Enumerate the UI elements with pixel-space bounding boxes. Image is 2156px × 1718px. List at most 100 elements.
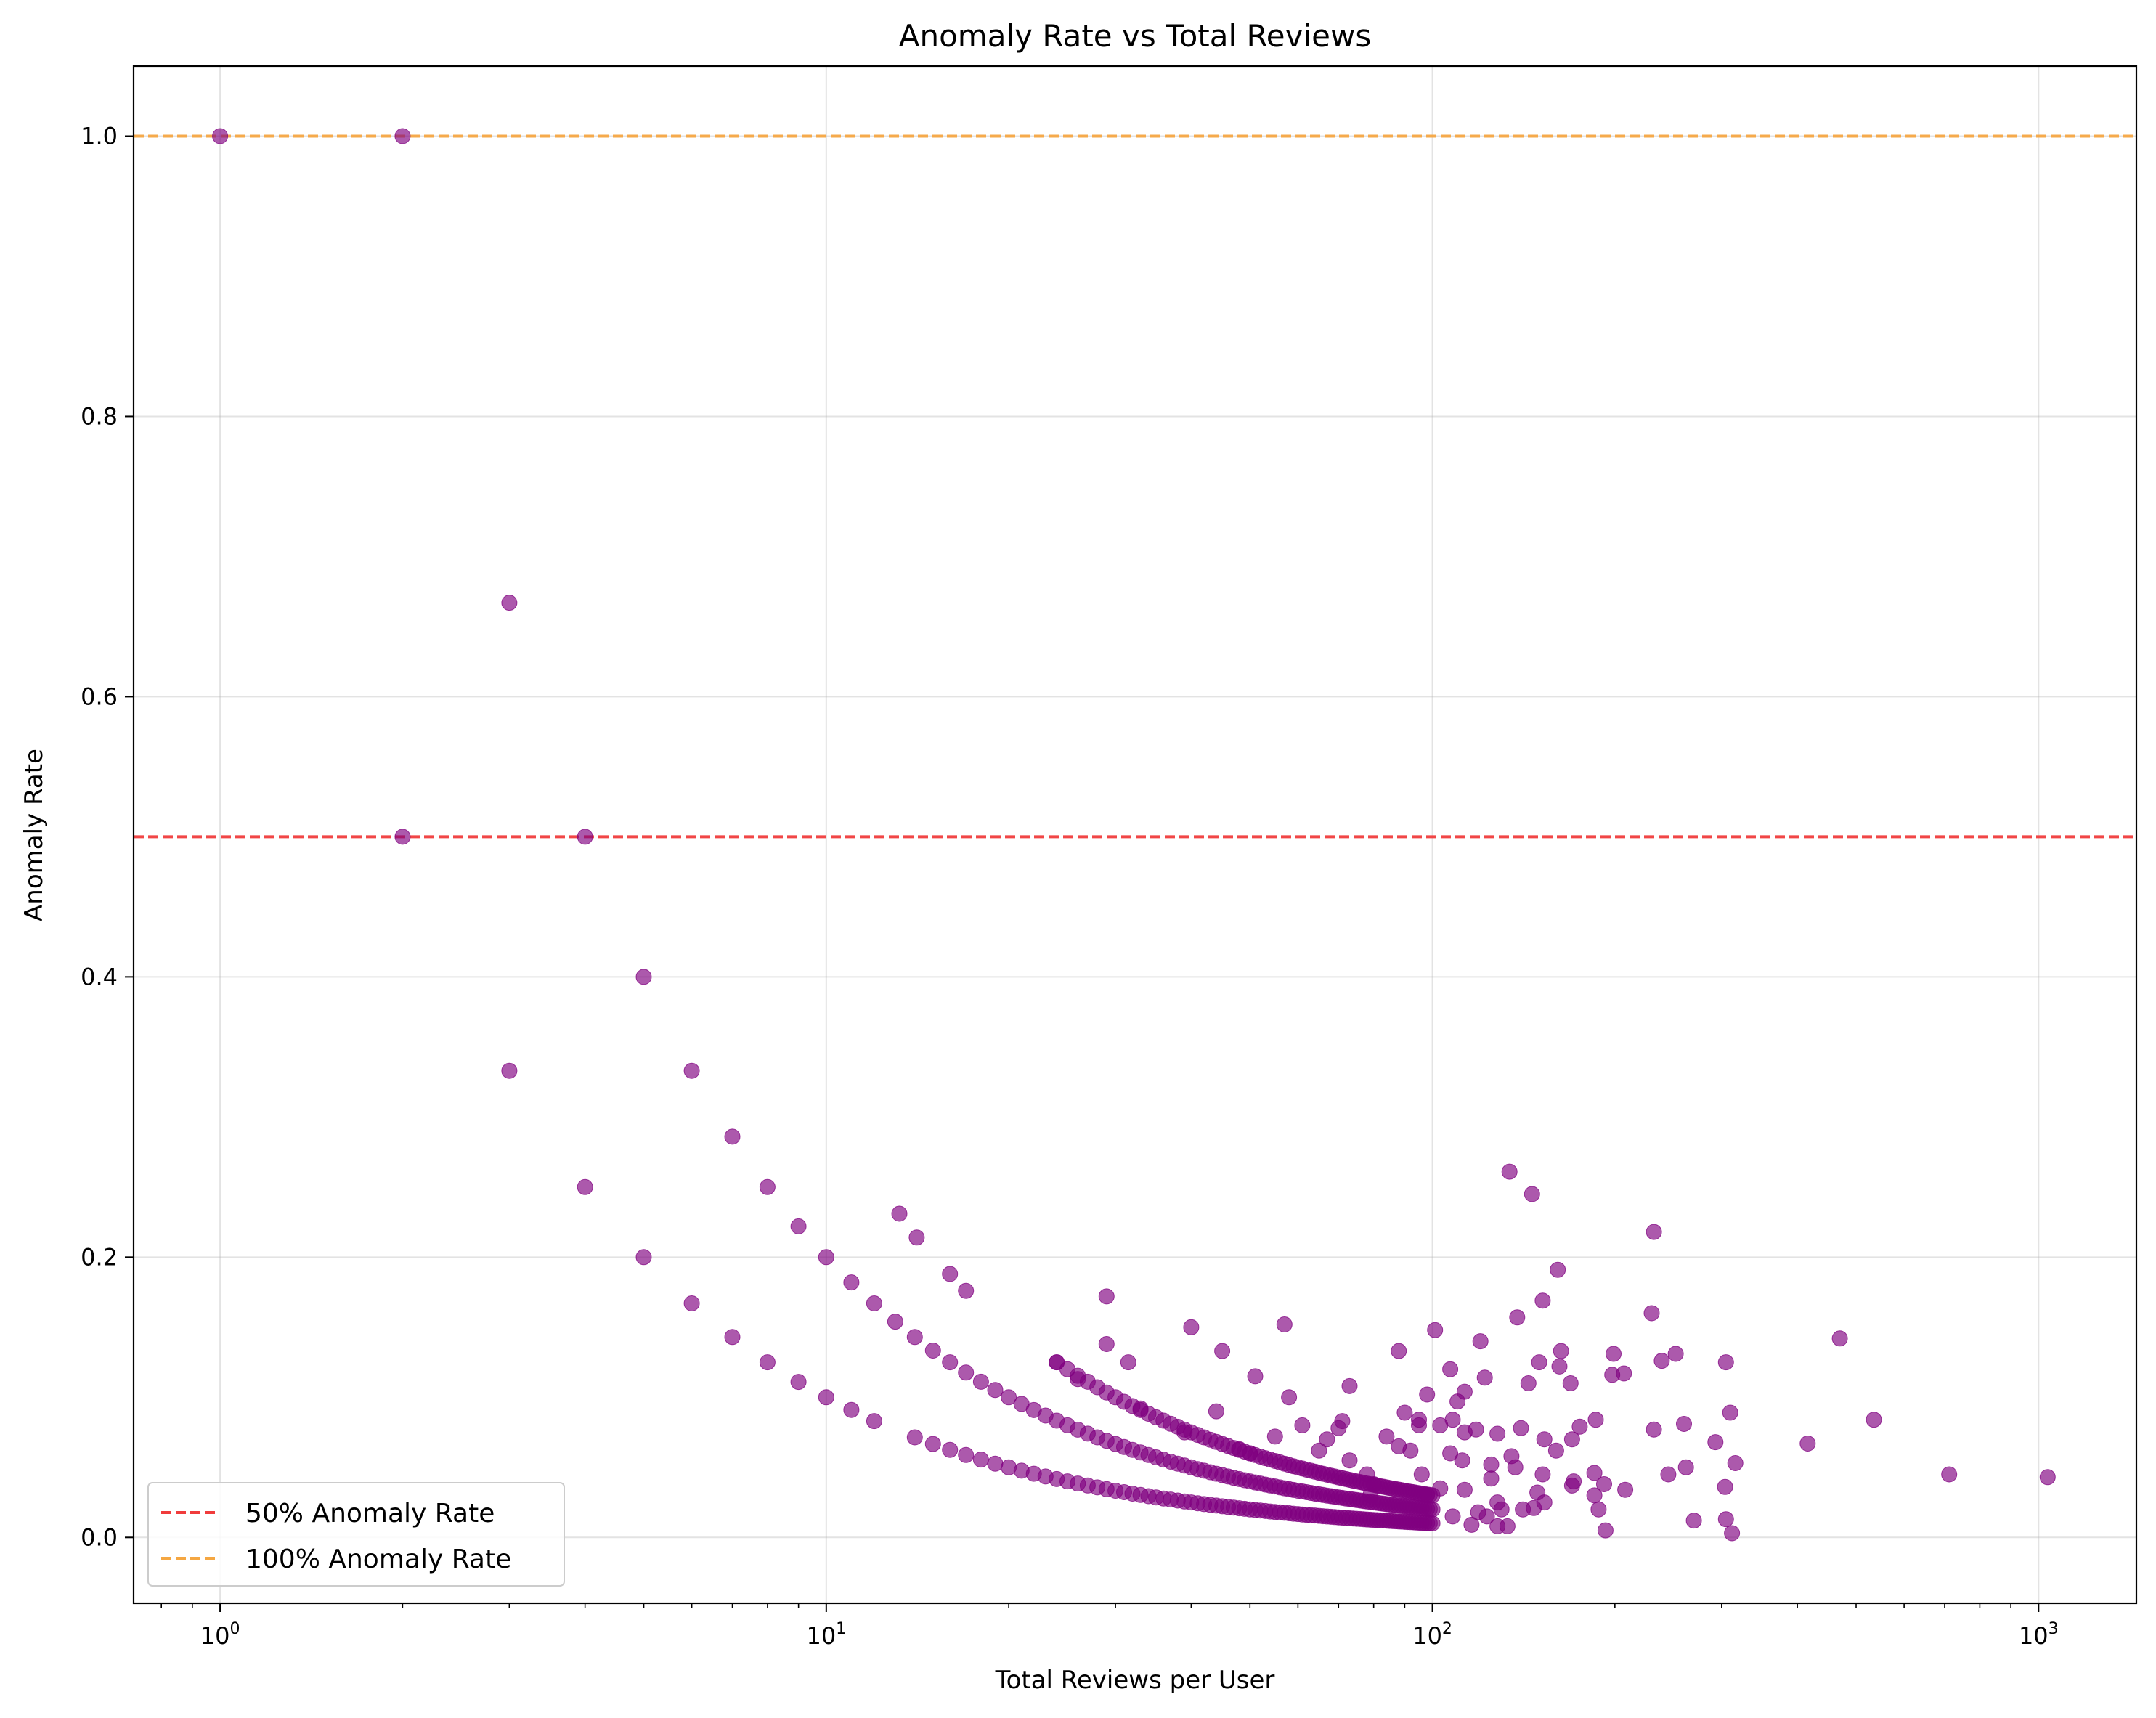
data-point — [818, 1389, 834, 1406]
data-point — [501, 1062, 518, 1079]
data-point — [1653, 1353, 1670, 1369]
data-point — [790, 1218, 807, 1234]
data-point — [958, 1446, 975, 1463]
data-point — [906, 1429, 923, 1446]
data-point — [1463, 1516, 1480, 1533]
data-point — [1563, 1431, 1580, 1448]
data-point — [1362, 1487, 1379, 1504]
plot-frame — [132, 65, 2138, 1605]
data-point — [724, 1329, 741, 1346]
data-point — [1534, 1466, 1551, 1483]
data-point — [1727, 1455, 1744, 1471]
data-point — [942, 1266, 959, 1282]
data-point — [1586, 1487, 1603, 1504]
data-point — [1677, 1459, 1694, 1475]
data-point — [942, 1354, 959, 1371]
data-point — [1536, 1431, 1553, 1448]
data-point — [1419, 1386, 1436, 1403]
data-point — [394, 829, 411, 845]
data-point — [924, 1343, 941, 1359]
data-point — [843, 1274, 860, 1291]
data-point — [1660, 1466, 1677, 1483]
data-point — [2039, 1469, 2056, 1486]
data-point — [1208, 1403, 1224, 1420]
data-point — [908, 1229, 925, 1246]
data-point — [958, 1364, 975, 1381]
x-tick-label: 102 — [1412, 1620, 1452, 1650]
legend-box — [147, 1482, 565, 1587]
x-tick-label: 100 — [200, 1620, 240, 1650]
data-point — [1724, 1525, 1741, 1542]
data-point — [1098, 1336, 1115, 1352]
data-point — [1799, 1436, 1816, 1452]
data-point — [1604, 1367, 1621, 1383]
data-point — [1049, 1354, 1065, 1371]
data-point — [1676, 1416, 1692, 1432]
data-point — [866, 1295, 882, 1311]
legend-label-100: 100% Anomaly Rate — [245, 1544, 511, 1574]
data-point — [501, 595, 518, 611]
y-tick-label: 0.6 — [81, 683, 118, 710]
data-point — [1531, 1354, 1547, 1371]
data-point — [1319, 1431, 1335, 1448]
data-point — [1553, 1343, 1569, 1359]
data-point — [212, 128, 229, 144]
data-point — [843, 1401, 860, 1418]
data-point — [1562, 1375, 1579, 1391]
data-point — [1294, 1417, 1311, 1433]
y-tick-label: 1.0 — [81, 122, 118, 150]
data-point — [1707, 1434, 1724, 1451]
y-tick-label: 0.4 — [81, 963, 118, 990]
data-point — [1176, 1424, 1193, 1441]
data-point — [1444, 1508, 1461, 1525]
data-point — [1132, 1400, 1149, 1417]
data-point — [924, 1436, 941, 1452]
axis-ticks: 100 101 102 103 0.0 0.2 0.4 0.6 0.8 1.0 — [81, 122, 2059, 1650]
data-point — [1402, 1442, 1419, 1459]
data-point — [1341, 1377, 1358, 1394]
data-point — [577, 829, 593, 845]
data-point — [1330, 1420, 1347, 1436]
data-point — [1493, 1501, 1510, 1518]
data-point — [1551, 1358, 1568, 1375]
data-point — [1520, 1375, 1537, 1391]
data-point — [1411, 1417, 1427, 1433]
data-point — [1427, 1322, 1444, 1338]
data-point — [1667, 1346, 1684, 1362]
data-point — [1590, 1501, 1607, 1518]
data-point — [1526, 1499, 1542, 1516]
data-point — [987, 1382, 1004, 1399]
y-tick-label: 0.2 — [81, 1243, 118, 1271]
data-point — [1685, 1513, 1702, 1529]
data-point — [1509, 1309, 1526, 1326]
data-point — [1606, 1346, 1622, 1362]
data-point — [1120, 1354, 1136, 1371]
y-tick-label: 0.8 — [81, 402, 118, 430]
data-point — [1424, 1515, 1441, 1531]
legend-label-50: 50% Anomaly Rate — [245, 1499, 495, 1528]
data-point — [1098, 1288, 1115, 1305]
data-point — [1489, 1425, 1506, 1442]
data-point — [1454, 1452, 1470, 1469]
data-point — [1717, 1511, 1734, 1528]
x-axis-title: Total Reviews per User — [995, 1666, 1275, 1695]
data-point — [1001, 1389, 1017, 1406]
y-axis-title: Anomaly Rate — [20, 749, 49, 921]
data-point — [759, 1178, 776, 1195]
data-point — [1432, 1480, 1449, 1497]
data-point — [1571, 1418, 1588, 1435]
data-point — [1281, 1389, 1298, 1406]
data-point — [1534, 1292, 1551, 1309]
data-point — [972, 1452, 989, 1468]
plot-area — [134, 66, 2136, 1603]
data-point — [1478, 1508, 1495, 1525]
data-point — [1432, 1417, 1449, 1433]
data-point — [1722, 1404, 1738, 1421]
data-point — [1266, 1428, 1283, 1445]
data-point — [1442, 1445, 1459, 1462]
legend: 50% Anomaly Rate 100% Anomaly Rate — [147, 1482, 565, 1587]
data-point — [1596, 1476, 1612, 1492]
data-point — [1396, 1404, 1413, 1421]
data-point — [1524, 1186, 1540, 1202]
data-point — [1070, 1371, 1086, 1388]
